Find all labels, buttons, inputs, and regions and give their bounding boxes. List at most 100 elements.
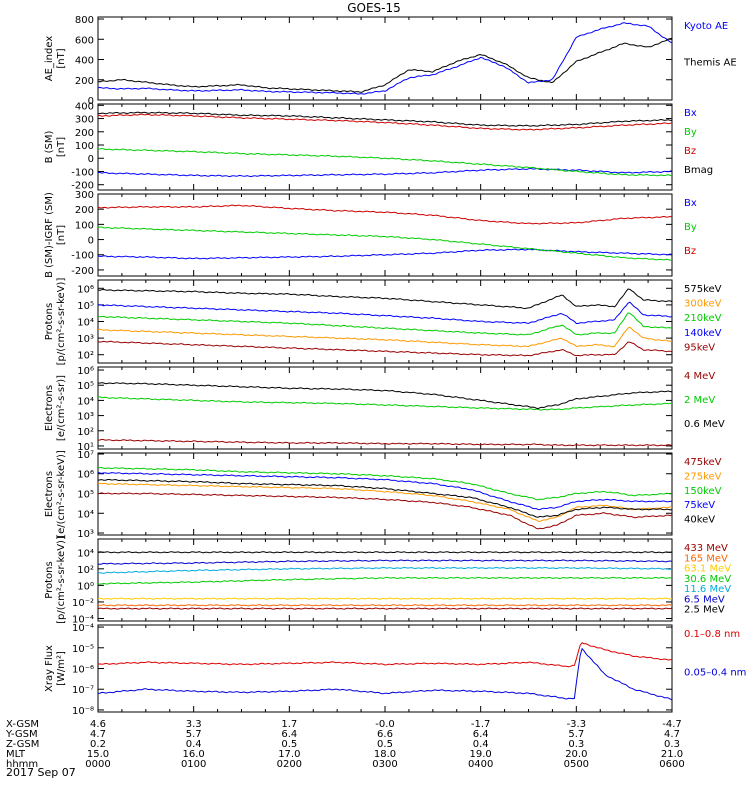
y-tick-label: 100	[75, 141, 94, 152]
legend-entry: 95keV	[684, 342, 715, 353]
legend-entry: 30.6 MeV	[684, 574, 731, 585]
legend-entry: 2.5 MeV	[684, 605, 725, 616]
y-tick-label: 300	[75, 190, 94, 201]
panel-ae: 0 200 400 600 800 AE_index [nT] Kyoto AE Themis …	[44, 15, 737, 107]
series-line-140kev	[97, 301, 673, 324]
x-axis-row-label: Y-GSM	[5, 729, 38, 740]
y-tick-label: 200	[75, 128, 94, 139]
y-tick-label: 10⁷	[77, 450, 94, 461]
y-tick-label: -100	[71, 167, 94, 178]
panel-electrons_hi: 10¹ 10² 10³ 10⁴ 10⁵ 10⁶ Electrons [e/(cm²-s-sr)…	[44, 366, 725, 453]
series-line-40kev	[97, 478, 673, 518]
panel-frame	[97, 103, 673, 191]
series-line-kyoto-ae	[97, 22, 673, 95]
y-axis-label: Protons	[44, 303, 55, 340]
x-axis-value: 6.4	[281, 729, 297, 740]
y-tick-label: 10¹	[77, 442, 94, 453]
y-tick-label: 400	[75, 56, 94, 67]
x-axis-value: 0400	[468, 759, 493, 770]
x-axis-row-label: X-GSM	[6, 719, 39, 730]
y-tick-label: 0	[88, 96, 94, 107]
series-line-11-6-mev	[97, 566, 673, 574]
series-line-63-1-mev	[97, 597, 673, 600]
legend-entry: Themis AE	[683, 58, 737, 69]
series-line-275kev	[97, 482, 673, 522]
y-tick-label: 10⁴	[77, 509, 94, 520]
y-axis-label: [nT]	[56, 137, 67, 157]
y-tick-label: 10⁵	[77, 301, 94, 312]
legend-entry: 2 MeV	[684, 395, 715, 406]
legend-entry: 575keV	[684, 284, 722, 295]
y-tick-label: 400	[75, 101, 94, 112]
legend-entry: Bx	[684, 108, 697, 119]
x-axis-value: 21.0	[661, 749, 683, 760]
x-axis-value: 0.5	[377, 739, 393, 750]
series-line-themis-ae	[97, 38, 673, 93]
y-axis-label: [W/m²]	[56, 651, 67, 686]
y-tick-label: 300	[75, 115, 94, 126]
y-tick-label: 200	[75, 205, 94, 216]
legend-entry: 165 MeV	[684, 553, 728, 564]
date-label: 2017 Sep 07	[6, 766, 76, 779]
y-tick-label: 10²	[77, 427, 94, 438]
series-line-bmag	[97, 111, 673, 127]
series-line-475kev	[97, 492, 673, 530]
x-axis-value: 0.3	[568, 739, 584, 750]
legend-entry: By	[684, 222, 697, 233]
legend-entry: 4 MeV	[684, 371, 715, 382]
y-tick-label: 10⁰	[77, 581, 94, 592]
series-line-165-mev	[97, 604, 673, 607]
legend-entry: 475keV	[684, 457, 722, 468]
series-line-95kev	[97, 340, 673, 357]
series-line-by	[97, 147, 673, 177]
x-axis-value: 0.3	[664, 739, 680, 750]
series-line-4-mev	[97, 438, 673, 447]
y-tick-label: 10⁻⁸	[72, 706, 94, 717]
y-axis-label: Xray Flux	[44, 645, 55, 692]
series-line-300kev	[97, 326, 673, 348]
y-axis-label: AE_index	[44, 36, 55, 82]
y-tick-label: 10³	[77, 412, 94, 423]
x-axis-value: 16.0	[183, 749, 205, 760]
series-line-by	[97, 226, 673, 261]
x-axis-value: -1.7	[471, 719, 491, 730]
panel-frame	[97, 366, 673, 450]
y-axis-label: [e/(cm²-s-sr-keV)]	[56, 450, 67, 538]
legend-entry: 75keV	[684, 500, 715, 511]
x-axis-value: 6.4	[473, 729, 489, 740]
y-tick-label: 0	[88, 154, 94, 165]
y-axis-label: [nT]	[56, 48, 67, 68]
y-tick-label: 10⁵	[77, 490, 94, 501]
y-tick-label: -200	[71, 181, 94, 192]
legend-entry: 210keV	[684, 313, 722, 324]
y-tick-label: 600	[75, 35, 94, 46]
x-axis-value: 20.0	[565, 749, 587, 760]
legend-entry: 0.05–0.4 nm	[684, 668, 746, 679]
panel-xray: 10⁻⁸ 10⁻⁷ 10⁻⁶ 10⁻⁵ 10⁻⁴ Xray Flux [W/m²] 0.1–0…	[44, 623, 746, 717]
x-axis-value: 0100	[181, 759, 206, 770]
y-tick-label: 10⁻⁴	[72, 623, 94, 634]
y-tick-label: 0	[88, 236, 94, 247]
panel-b_igrf: -200 -100 0 100 200 300 B (SM)-IGRF (SM) [nT] Bx…	[44, 190, 697, 278]
legend-entry: 0.6 MeV	[684, 419, 725, 430]
series-line-bx	[97, 248, 673, 260]
y-tick-label: 800	[75, 15, 94, 26]
panel-frame	[97, 624, 673, 713]
series-line-6-5-mev	[97, 559, 673, 565]
y-tick-label: -100	[71, 251, 94, 262]
y-tick-label: 10⁻⁴	[72, 615, 94, 626]
series-line-bz	[97, 204, 673, 225]
panel-protons_hi: 10⁻⁴ 10⁻² 10⁰ 10² 10⁴ Protons [p/(cm²-s-sr-keV…	[44, 536, 731, 625]
x-axis-row-label: hhmm	[6, 759, 38, 770]
legend-entry: 40keV	[684, 515, 715, 526]
legend-entry: 300keV	[684, 299, 722, 310]
legend-entry: 150keV	[684, 486, 722, 497]
x-axis-value: 15.0	[87, 749, 109, 760]
y-axis-label: [e/(cm²-s-sr)]	[56, 375, 67, 441]
y-tick-label: 10⁻²	[72, 598, 94, 609]
y-axis-label: Electrons	[44, 385, 55, 431]
x-axis-value: 3.3	[186, 719, 202, 730]
series-line-433-mev	[97, 607, 673, 610]
x-axis-value: -0.0	[375, 719, 395, 730]
x-axis-value: 0.4	[186, 739, 202, 750]
